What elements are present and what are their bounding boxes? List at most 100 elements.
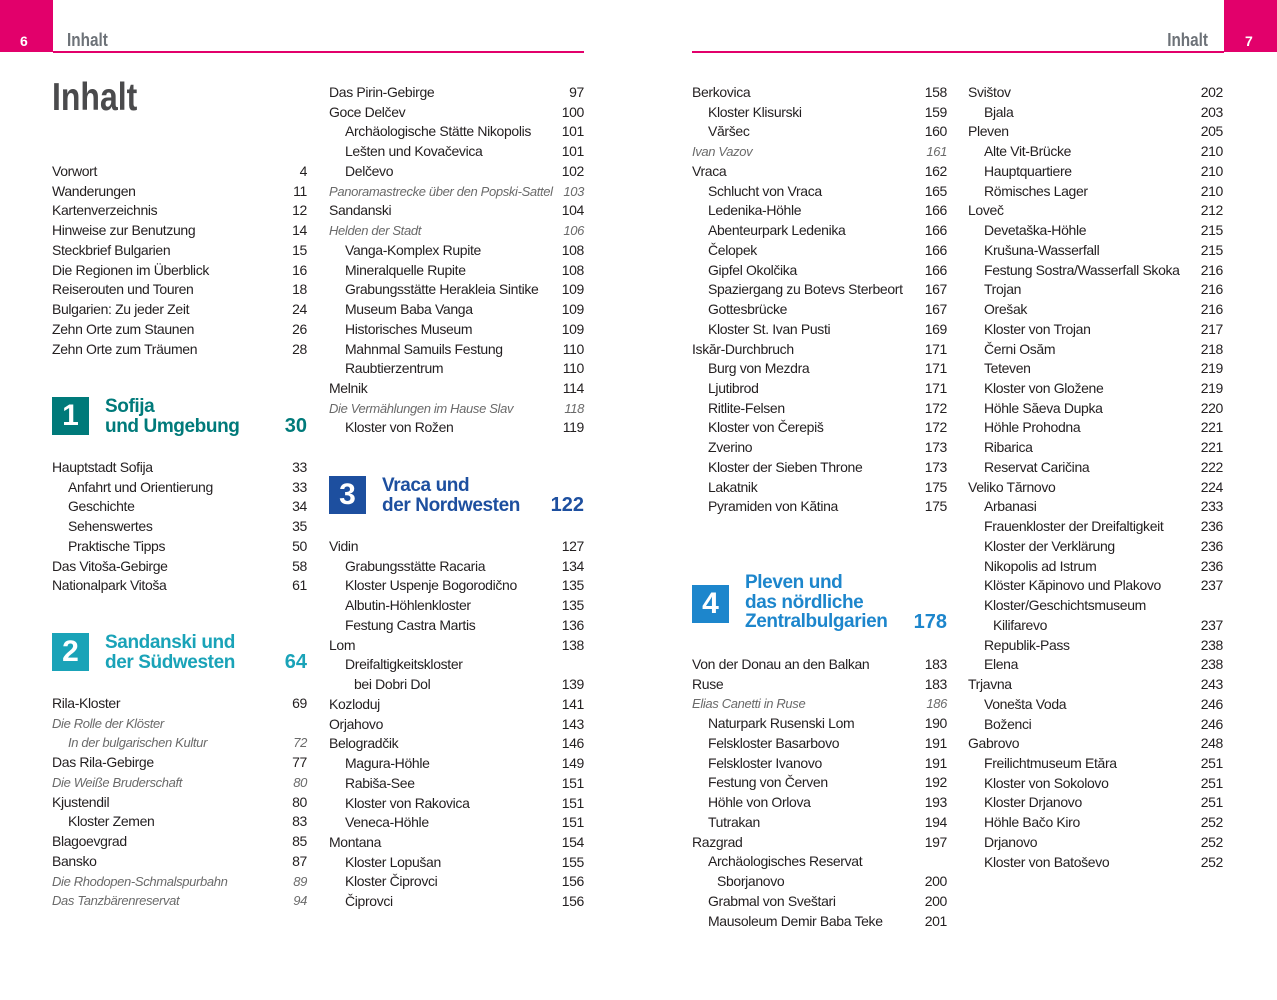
toc-entry[interactable]: Nationalpark Vitoša 61 (52, 576, 307, 596)
toc-entry[interactable]: Krušuna-Wasserfall 215 (968, 241, 1223, 261)
toc-entry[interactable]: Archäologische Stätte Nikopolis 101 (329, 122, 584, 142)
toc-entry[interactable]: Kloster Lopušan 155 (329, 853, 584, 873)
toc-entry[interactable]: Svištov 202 (968, 83, 1223, 103)
toc-entry[interactable]: Vanga-Komplex Rupite 108 (329, 241, 584, 261)
toc-entry[interactable]: Pyramiden von Kătina 175 (692, 497, 947, 517)
toc-entry[interactable]: Schlucht von Vraca 165 (692, 182, 947, 202)
toc-entry[interactable]: Panoramastrecke über den Popski-Sattel 10… (329, 182, 584, 202)
toc-entry[interactable]: Văršec 160 (692, 122, 947, 142)
toc-entry[interactable]: Römisches Lager 210 (968, 182, 1223, 202)
toc-entry[interactable]: Kloster von Čerepiš 172 (692, 418, 947, 438)
toc-entry[interactable]: Das Pirin-Gebirge 97 (329, 83, 584, 103)
toc-entry[interactable]: Zehn Orte zum Träumen 28 (52, 340, 307, 360)
toc-entry[interactable]: Loveč 212 (968, 201, 1223, 221)
toc-entry[interactable]: Historisches Museum 109 (329, 320, 584, 340)
toc-entry[interactable]: Kloster von Rakovica 151 (329, 794, 584, 814)
toc-entry[interactable]: Vorwort 4 (52, 162, 307, 182)
toc-entry[interactable]: Naturpark Rusenski Lom 190 (692, 714, 947, 734)
toc-entry[interactable]: Hauptquartiere 210 (968, 162, 1223, 182)
toc-entry[interactable]: Kloster der Sieben Throne 173 (692, 458, 947, 478)
toc-entry[interactable]: Praktische Tipps 50 (52, 537, 307, 557)
toc-entry[interactable]: Freilichtmuseum Etăra 251 (968, 754, 1223, 774)
toc-entry[interactable]: Höhle von Orlova 193 (692, 793, 947, 813)
toc-entry[interactable]: Festung Sostra/Wasserfall Skoka 216 (968, 261, 1223, 281)
toc-entry[interactable]: Das Tanzbärenreservat 94 (52, 891, 307, 911)
toc-entry[interactable]: Grabungsstätte Herakleia Sintike 109 (329, 280, 584, 300)
toc-entry[interactable]: Goce Delčev 100 (329, 103, 584, 123)
toc-entry[interactable]: Lom 138 (329, 636, 584, 656)
toc-entry[interactable]: Dreifaltigkeitskloster (329, 655, 584, 675)
toc-entry[interactable]: Mineralquelle Rupite 108 (329, 261, 584, 281)
toc-entry[interactable]: Raubtierzentrum 110 (329, 359, 584, 379)
toc-entry[interactable]: Orjahovo 143 (329, 715, 584, 735)
toc-entry[interactable]: Helden der Stadt 106 (329, 221, 584, 241)
toc-entry[interactable]: Veliko Tărnovo 224 (968, 478, 1223, 498)
toc-entry[interactable]: Orešak 216 (968, 300, 1223, 320)
toc-entry[interactable]: Rabiša-See 151 (329, 774, 584, 794)
section-heading-1[interactable]: 1 Sofija und Umgebung 30 (52, 397, 307, 437)
toc-entry[interactable]: Iskăr-Durchbruch 171 (692, 340, 947, 360)
toc-entry[interactable]: Bulgarien: Zu jeder Zeit 24 (52, 300, 307, 320)
toc-entry[interactable]: Bansko 87 (52, 852, 307, 872)
toc-entry[interactable]: Kloster/Geschichtsmuseum (968, 596, 1223, 616)
toc-entry[interactable]: Albutin-Höhlenkloster 135 (329, 596, 584, 616)
toc-entry[interactable]: Alte Vit-Brücke 210 (968, 142, 1223, 162)
toc-entry[interactable]: Die Rhodopen-Schmalspurbahn 89 (52, 872, 307, 892)
toc-entry[interactable]: Rila-Kloster 69 (52, 694, 307, 714)
toc-entry[interactable]: Mahnmal Samuils Festung 110 (329, 340, 584, 360)
toc-entry[interactable]: Devetaška-Höhle 215 (968, 221, 1223, 241)
toc-entry[interactable]: In der bulgarischen Kultur 72 (52, 733, 307, 753)
toc-entry[interactable]: Sborjanovo 200 (692, 872, 947, 892)
toc-entry[interactable]: Kloster von Rožen 119 (329, 418, 584, 438)
toc-entry[interactable]: Kloster von Sokolovo 251 (968, 774, 1223, 794)
toc-entry[interactable]: Steckbrief Bulgarien 15 (52, 241, 307, 261)
toc-entry[interactable]: Festung von Červen 192 (692, 773, 947, 793)
toc-entry[interactable]: Mausoleum Demir Baba Teke 201 (692, 912, 947, 932)
toc-entry[interactable]: Vonešta Voda 246 (968, 695, 1223, 715)
toc-entry[interactable]: Ribarica 221 (968, 438, 1223, 458)
toc-entry[interactable]: Grabmal von Sveštari 200 (692, 892, 947, 912)
toc-entry[interactable]: Kartenverzeichnis 12 (52, 201, 307, 221)
toc-entry[interactable]: Pleven 205 (968, 122, 1223, 142)
toc-entry[interactable]: Anfahrt und Orientierung 33 (52, 478, 307, 498)
toc-entry[interactable]: Kloster der Verklärung 236 (968, 537, 1223, 557)
toc-entry[interactable]: Geschichte 34 (52, 497, 307, 517)
toc-entry[interactable]: Kloster Čiprovci 156 (329, 872, 584, 892)
toc-entry[interactable]: Arbanasi 233 (968, 497, 1223, 517)
toc-entry[interactable]: Kozloduj 141 (329, 695, 584, 715)
toc-entry[interactable]: Zehn Orte zum Staunen 26 (52, 320, 307, 340)
toc-entry[interactable]: Nikopolis ad Istrum 236 (968, 557, 1223, 577)
toc-entry[interactable]: Sehenswertes 35 (52, 517, 307, 537)
section-heading-4[interactable]: 4 Pleven und das nördliche Zentralbulgarien… (692, 573, 947, 634)
toc-entry[interactable]: Gottesbrücke 167 (692, 300, 947, 320)
toc-entry[interactable]: Kloster von Batoševo 252 (968, 853, 1223, 873)
toc-entry[interactable]: Reservat Caričina 222 (968, 458, 1223, 478)
toc-entry[interactable]: Kloster Klisurski 159 (692, 103, 947, 123)
toc-entry[interactable]: Spaziergang zu Botevs Sterbeort 167 (692, 280, 947, 300)
toc-entry[interactable]: Republik-Pass 238 (968, 636, 1223, 656)
toc-entry[interactable]: Felskloster Basarbovo 191 (692, 734, 947, 754)
toc-entry[interactable]: Elena 238 (968, 655, 1223, 675)
toc-entry[interactable]: Hauptstadt Sofija 33 (52, 458, 307, 478)
toc-entry[interactable]: Höhle Bačo Kiro 252 (968, 813, 1223, 833)
toc-entry[interactable]: Ritlite-Felsen 172 (692, 399, 947, 419)
toc-entry[interactable]: Ruse 183 (692, 675, 947, 695)
toc-entry[interactable]: Hinweise zur Benutzung 14 (52, 221, 307, 241)
toc-entry[interactable]: Čiprovci 156 (329, 892, 584, 912)
toc-entry[interactable]: Montana 154 (329, 833, 584, 853)
toc-entry[interactable]: Burg von Mezdra 171 (692, 359, 947, 379)
toc-entry[interactable]: Vraca 162 (692, 162, 947, 182)
toc-entry[interactable]: Das Rila-Gebirge 77 (52, 753, 307, 773)
toc-entry[interactable]: Kloster von Gložene 219 (968, 379, 1223, 399)
toc-entry[interactable]: Lakatnik 175 (692, 478, 947, 498)
toc-entry[interactable]: Felskloster Ivanovo 191 (692, 754, 947, 774)
toc-entry[interactable]: Wanderungen 11 (52, 182, 307, 202)
toc-entry[interactable]: Čelopek 166 (692, 241, 947, 261)
toc-entry[interactable]: Kjustendil 80 (52, 793, 307, 813)
toc-entry[interactable]: Festung Castra Martis 136 (329, 616, 584, 636)
toc-entry[interactable]: Gabrovo 248 (968, 734, 1223, 754)
toc-entry[interactable]: Grabungsstätte Racaria 134 (329, 557, 584, 577)
toc-entry[interactable]: Höhle Prohodna 221 (968, 418, 1223, 438)
toc-entry[interactable]: Das Vitoša-Gebirge 58 (52, 557, 307, 577)
toc-entry[interactable]: Klöster Kăpinovo und Plakovo 237 (968, 576, 1223, 596)
